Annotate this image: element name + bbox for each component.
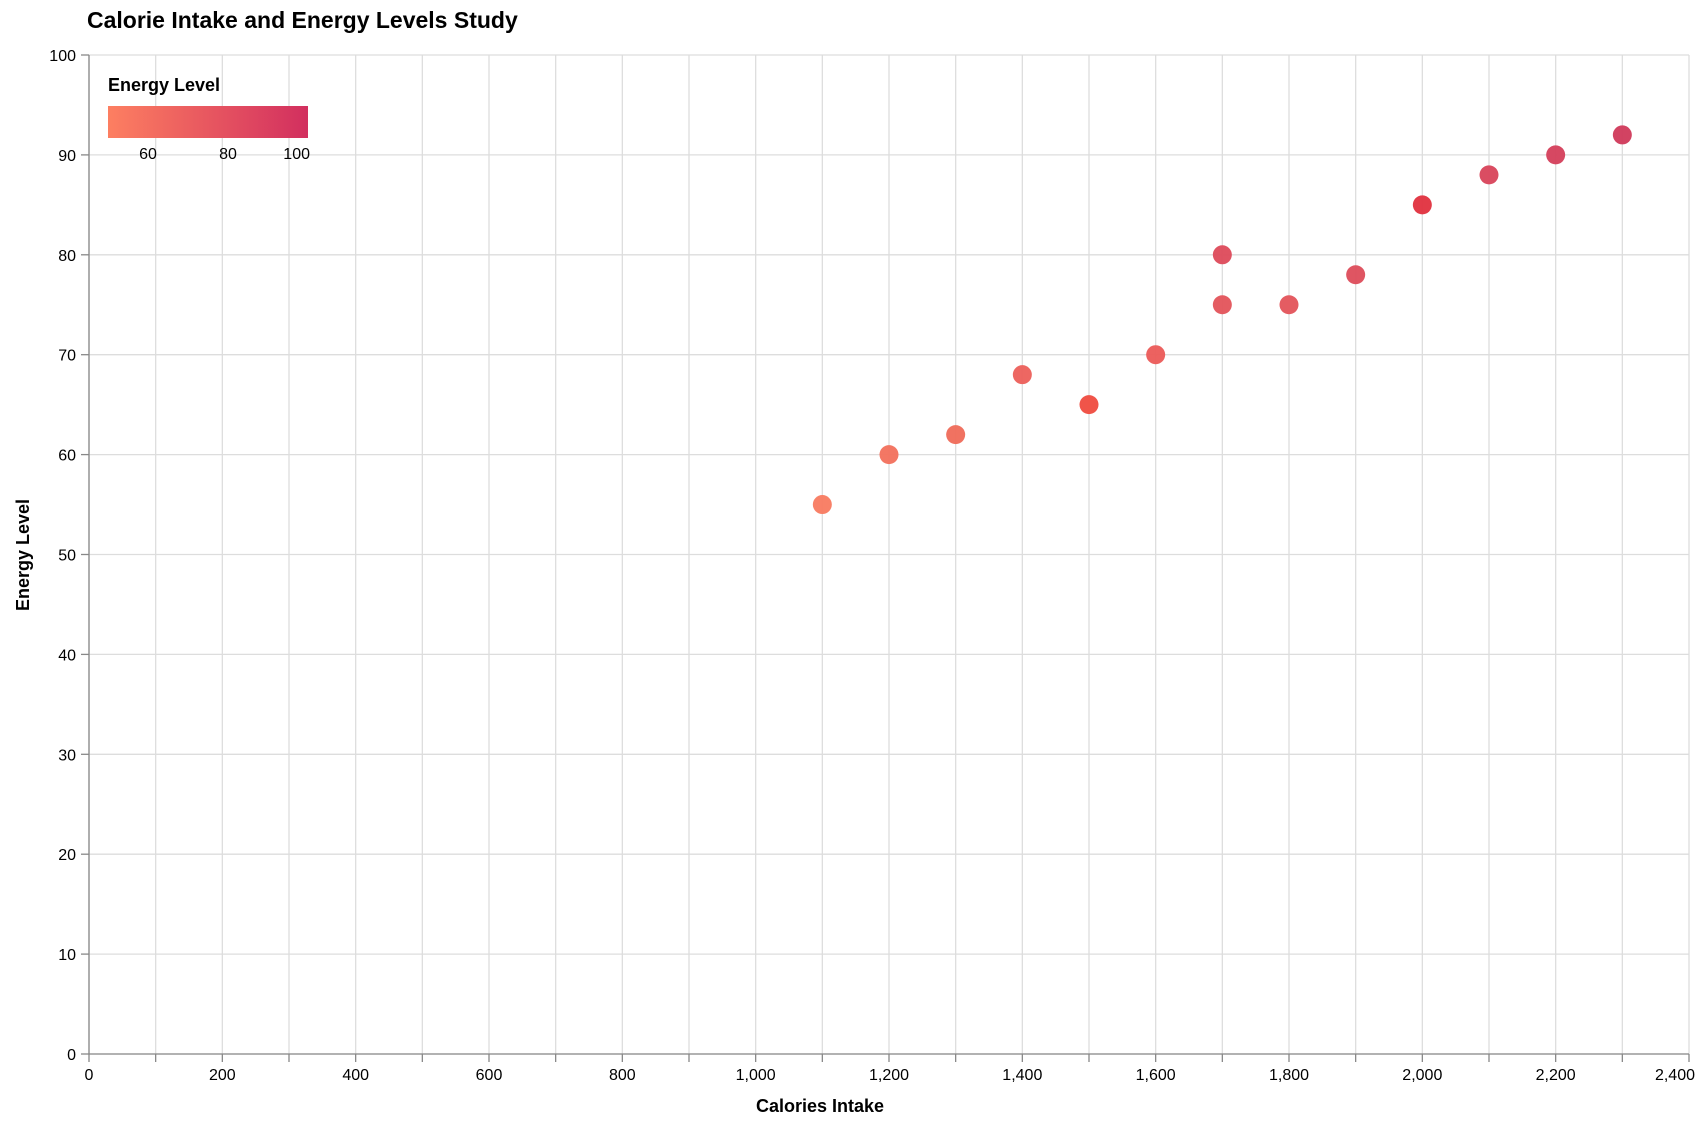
x-tick-label: 2,200 bbox=[1536, 1067, 1576, 1084]
data-point bbox=[1612, 125, 1632, 145]
legend-gradient-bar bbox=[108, 106, 308, 138]
y-tick-label: 60 bbox=[58, 448, 76, 465]
x-tick-label: 400 bbox=[342, 1067, 369, 1084]
x-tick-label: 2,400 bbox=[1655, 1067, 1695, 1084]
data-point bbox=[1346, 265, 1366, 285]
y-axis-label: Energy Level bbox=[13, 499, 33, 611]
x-tick-label: 600 bbox=[476, 1067, 503, 1084]
data-point bbox=[1412, 195, 1432, 215]
x-tick-label: 1,000 bbox=[736, 1067, 776, 1084]
y-tick-label: 40 bbox=[58, 647, 76, 664]
data-point bbox=[1212, 245, 1232, 265]
data-point bbox=[1079, 395, 1099, 415]
data-point bbox=[1546, 145, 1566, 165]
color-legend: Energy Level 60 80 100 bbox=[108, 75, 310, 163]
x-tick-label: 2,000 bbox=[1402, 1067, 1442, 1084]
x-tick-label: 1,800 bbox=[1269, 1067, 1309, 1084]
y-tick-label: 0 bbox=[67, 1047, 76, 1064]
y-tick-label: 10 bbox=[58, 947, 76, 964]
y-tick-label: 90 bbox=[58, 148, 76, 165]
data-point bbox=[1279, 295, 1299, 315]
data-point bbox=[1012, 365, 1032, 385]
legend-title: Energy Level bbox=[108, 75, 220, 95]
data-point bbox=[1479, 165, 1499, 185]
x-axis-label: Calories Intake bbox=[756, 1096, 884, 1116]
x-tick-label: 1,600 bbox=[1136, 1067, 1176, 1084]
x-tick-label: 800 bbox=[609, 1067, 636, 1084]
legend-tick-label: 60 bbox=[139, 146, 157, 163]
x-tick-label: 1,200 bbox=[869, 1067, 909, 1084]
data-point bbox=[879, 445, 899, 465]
data-point bbox=[1212, 295, 1232, 315]
data-point bbox=[946, 425, 966, 445]
y-tick-label: 70 bbox=[58, 348, 76, 365]
y-tick-label: 100 bbox=[49, 48, 76, 65]
x-tick-label: 0 bbox=[85, 1067, 94, 1084]
y-tick-label: 20 bbox=[58, 847, 76, 864]
legend-tick-label: 80 bbox=[219, 146, 237, 163]
grid bbox=[88, 54, 1690, 1055]
y-tick-label: 50 bbox=[58, 548, 76, 565]
y-tick-label: 80 bbox=[58, 248, 76, 265]
x-tick-label: 200 bbox=[209, 1067, 236, 1084]
axes: 0 200 400 600 800 1,000 1,200 1,400 1,600 1,800 2,… bbox=[49, 48, 1695, 1084]
data-point bbox=[1146, 345, 1166, 365]
data-point bbox=[812, 495, 832, 515]
legend-ticks: 60 80 100 bbox=[139, 146, 310, 163]
legend-tick-label: 100 bbox=[283, 146, 310, 163]
x-tick-label: 1,400 bbox=[1002, 1067, 1042, 1084]
data-points bbox=[812, 125, 1632, 515]
y-tick-label: 30 bbox=[58, 747, 76, 764]
chart-title: Calorie Intake and Energy Levels Study bbox=[87, 7, 518, 33]
